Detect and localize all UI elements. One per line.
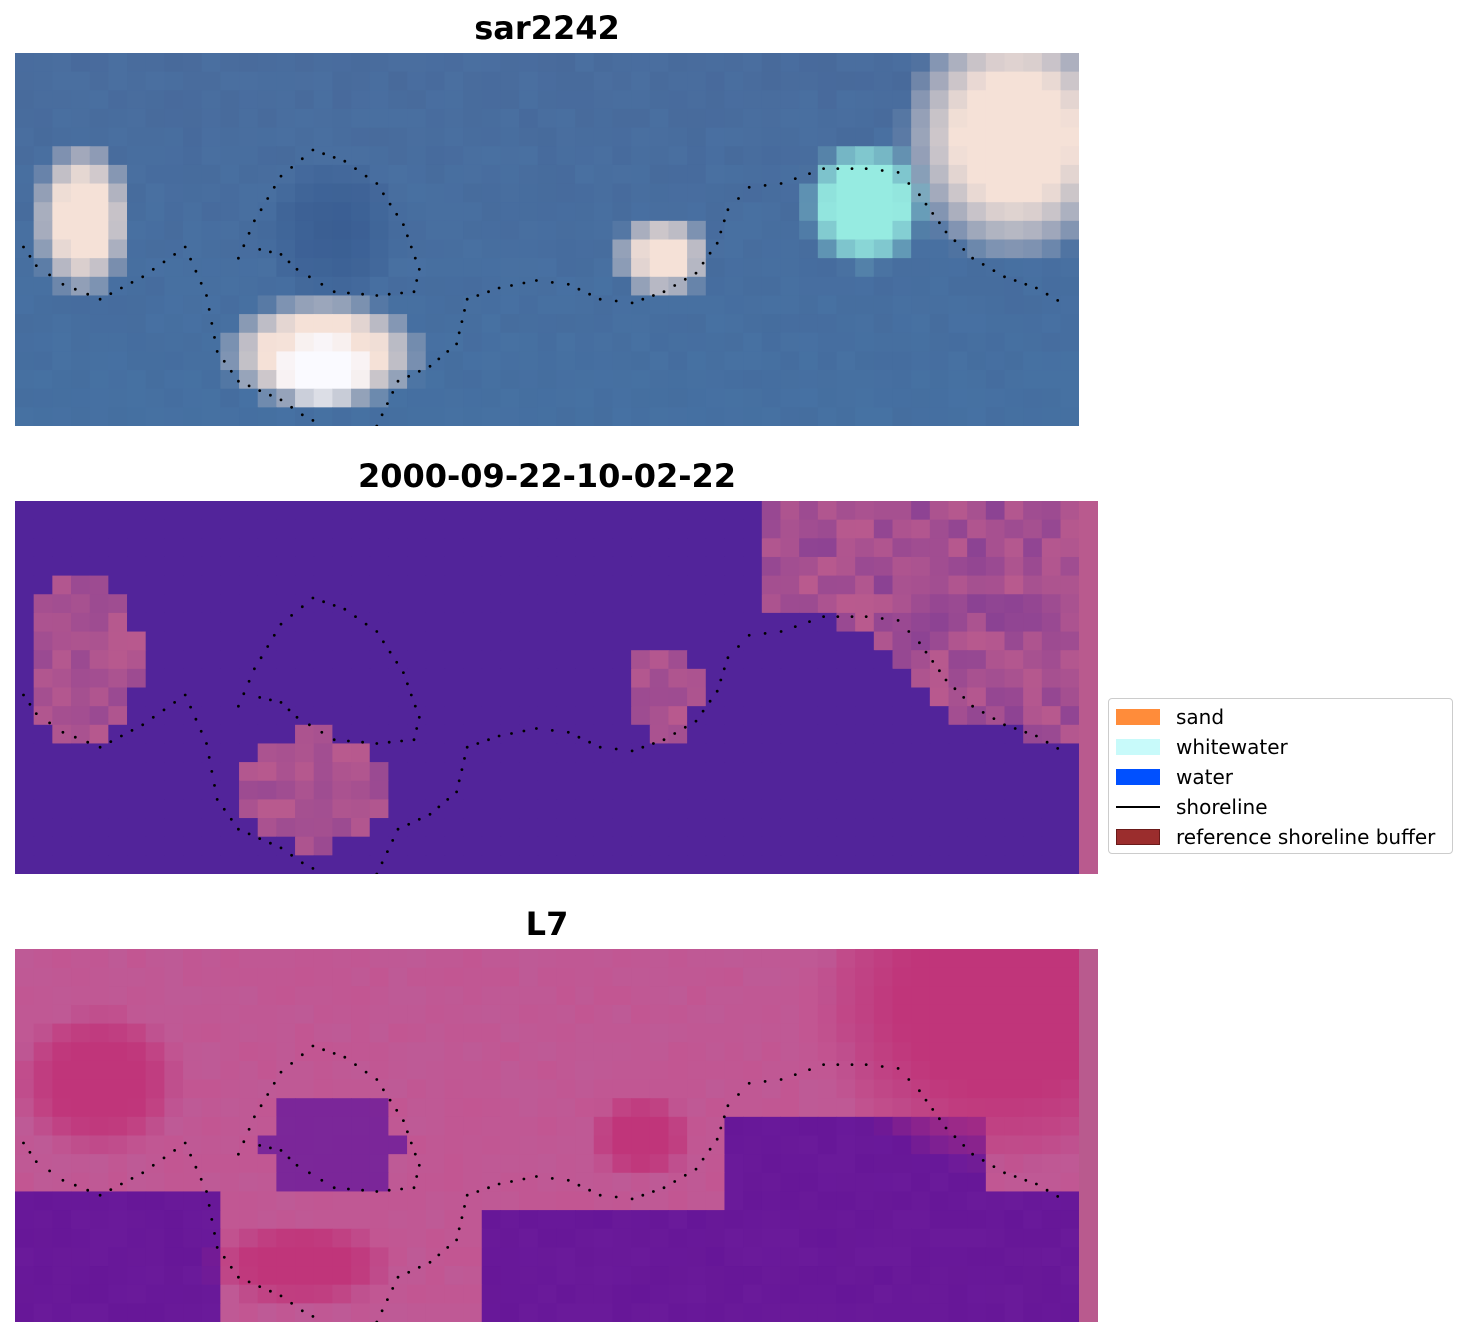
classification-image [15,501,1098,874]
right-edge-strip [1079,949,1098,1322]
rgb-image-panel [15,53,1079,426]
legend-label-shoreline: shoreline [1176,795,1268,819]
classification-pixels [15,501,1080,874]
legend-label-whitewater: whitewater [1176,735,1288,759]
panel-title-l7: L7 [525,905,569,943]
panel-title-rgb: sar2242 [474,9,620,47]
shoreline-dots [22,596,1060,874]
legend-label-water: water [1176,765,1233,789]
probability-panel [15,949,1098,1322]
legend-item-whitewater: whitewater [1116,735,1288,759]
legend-label-reference-buffer: reference shoreline buffer [1176,825,1436,849]
whitewater-swatch [1116,739,1160,755]
legend-item-shoreline: shoreline [1116,795,1268,819]
right-edge-strip [1079,501,1098,874]
reference-buffer-swatch [1116,829,1160,845]
legend-item-water: water [1116,765,1233,789]
rgb-satellite-image [15,53,1079,426]
legend-item-reference-buffer: reference shoreline buffer [1116,825,1436,849]
legend: sand whitewater water shoreline referenc… [1108,698,1453,854]
legend-item-sand: sand [1116,705,1225,729]
probability-pixels [15,949,1080,1322]
legend-label-sand: sand [1176,705,1225,729]
shoreline-line-sample [1116,806,1160,808]
shoreline-dots [22,1044,1060,1322]
panel-title-classification: 2000-09-22-10-02-22 [357,457,737,495]
probability-image [15,949,1098,1322]
shoreline-dots [22,148,1060,426]
classification-panel [15,501,1098,874]
water-swatch [1116,769,1160,785]
sand-swatch [1116,709,1160,725]
rgb-pixels [15,53,1079,426]
